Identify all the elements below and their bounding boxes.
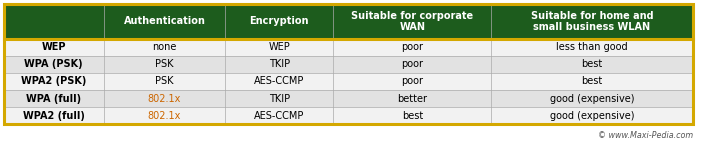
Text: 802.1x: 802.1x xyxy=(147,111,181,121)
Text: PSK: PSK xyxy=(155,59,173,69)
Text: TKIP: TKIP xyxy=(269,59,290,69)
Text: © www.Maxi-Pedia.com: © www.Maxi-Pedia.com xyxy=(597,131,693,140)
Text: Authentication: Authentication xyxy=(124,16,206,26)
Text: best: best xyxy=(581,59,602,69)
Text: WPA2 (PSK): WPA2 (PSK) xyxy=(21,77,86,87)
Text: WPA2 (full): WPA2 (full) xyxy=(22,111,85,121)
Text: none: none xyxy=(152,42,177,52)
Text: WPA (PSK): WPA (PSK) xyxy=(25,59,83,69)
Text: best: best xyxy=(402,111,423,121)
Text: Suitable for corporate
WAN: Suitable for corporate WAN xyxy=(351,11,473,32)
Text: Encryption: Encryption xyxy=(249,16,309,26)
Text: less than good: less than good xyxy=(556,42,628,52)
Bar xyxy=(4,90,693,107)
Text: AES-CCMP: AES-CCMP xyxy=(254,111,305,121)
Bar xyxy=(4,107,693,124)
Text: poor: poor xyxy=(402,59,423,69)
Text: WEP: WEP xyxy=(268,42,290,52)
Bar xyxy=(4,56,693,73)
Text: best: best xyxy=(581,77,602,87)
Text: poor: poor xyxy=(402,77,423,87)
Text: WPA (full): WPA (full) xyxy=(26,94,81,104)
Bar xyxy=(4,4,693,38)
Text: WEP: WEP xyxy=(41,42,66,52)
Text: poor: poor xyxy=(402,42,423,52)
Bar xyxy=(4,4,693,124)
Text: good (expensive): good (expensive) xyxy=(550,111,634,121)
Text: TKIP: TKIP xyxy=(269,94,290,104)
Text: AES-CCMP: AES-CCMP xyxy=(254,77,305,87)
Text: PSK: PSK xyxy=(155,77,173,87)
Text: better: better xyxy=(397,94,428,104)
Text: Suitable for home and
small business WLAN: Suitable for home and small business WLA… xyxy=(531,11,654,32)
Text: 802.1x: 802.1x xyxy=(147,94,181,104)
Text: good (expensive): good (expensive) xyxy=(550,94,634,104)
Bar xyxy=(4,73,693,90)
Bar xyxy=(4,38,693,56)
